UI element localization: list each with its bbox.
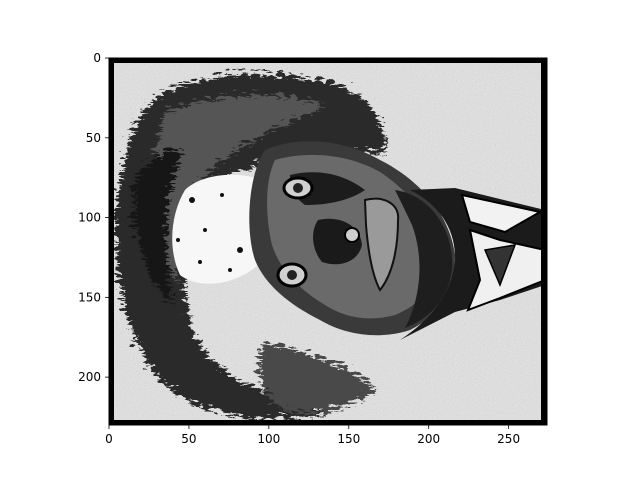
image-area — [109, 58, 547, 425]
y-axis: 0 50 100 150 200 — [78, 51, 109, 384]
y-tick-label: 0 — [93, 51, 101, 65]
collar-region — [400, 188, 546, 340]
x-tick-label: 200 — [417, 432, 440, 446]
x-axis: 0 50 100 150 200 250 — [105, 425, 520, 446]
x-tick-label: 150 — [337, 432, 360, 446]
x-tick-label: 100 — [257, 432, 280, 446]
hair-region — [112, 70, 381, 416]
y-tick-label: 150 — [78, 290, 101, 304]
bright-patch — [172, 174, 267, 284]
y-tick-label: 50 — [86, 131, 101, 145]
x-tick-label: 50 — [181, 432, 196, 446]
y-tick-label: 200 — [78, 370, 101, 384]
x-tick-label: 0 — [105, 432, 113, 446]
x-tick-label: 250 — [497, 432, 520, 446]
y-tick-label: 100 — [78, 211, 101, 225]
beard-texture — [255, 340, 372, 409]
face-region — [249, 141, 455, 336]
